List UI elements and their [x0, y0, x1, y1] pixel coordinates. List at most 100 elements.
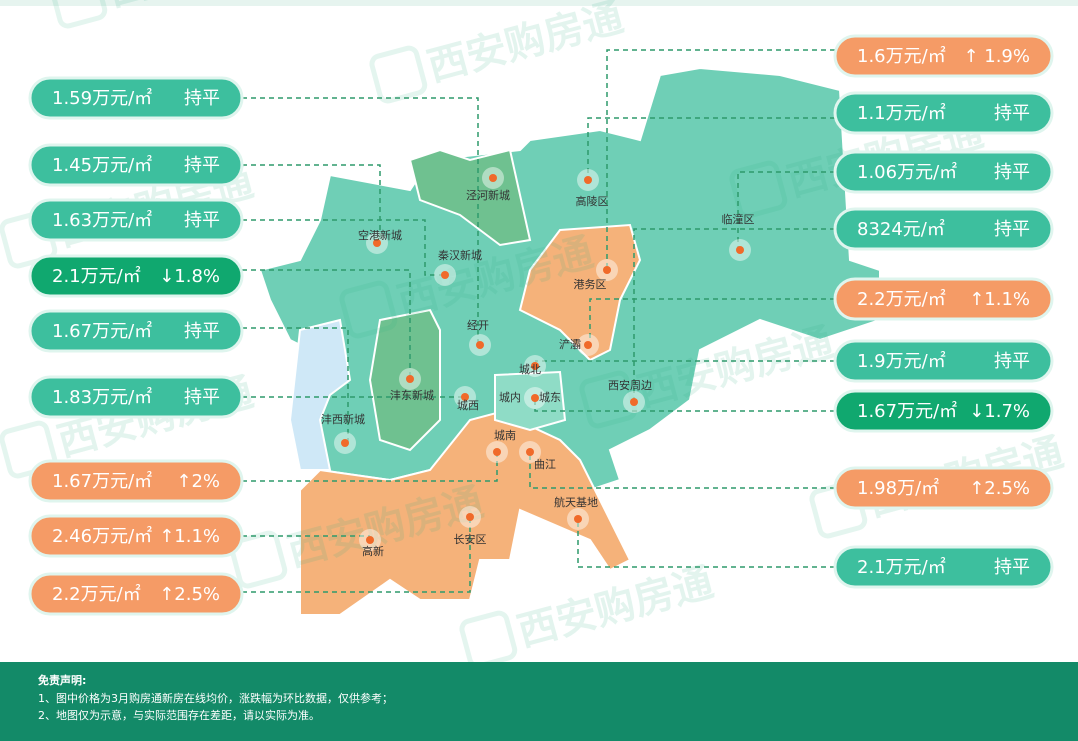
watermark-icon	[579, 370, 638, 429]
map	[258, 66, 881, 616]
leader-line	[587, 117, 835, 180]
region-orange-south	[299, 410, 632, 616]
district-name: 城内	[499, 390, 521, 404]
leader-line	[242, 97, 479, 345]
price-box	[833, 466, 1054, 510]
watermark-text: 西安购房通	[513, 559, 718, 655]
district-dot	[526, 448, 534, 456]
district-name: 长安区	[454, 532, 487, 546]
top-band	[0, 0, 1078, 6]
footer-line: 2、地图仅为示意，与实际范围存在差距，请以实际为准。	[38, 708, 320, 722]
district-dot	[630, 398, 638, 406]
price-box	[28, 375, 244, 419]
change: ↓1.8%	[159, 266, 220, 287]
price-box	[833, 389, 1054, 433]
price-box	[28, 459, 244, 503]
leader-lines	[242, 49, 835, 593]
price: 1.6万元/㎡	[857, 45, 946, 67]
district-dot	[493, 448, 501, 456]
region-green-jinghe	[408, 148, 532, 247]
footer-line: 1、图中价格为3月购房通新房在线均价，涨跌幅为环比数据，仅供参考；	[38, 691, 393, 705]
watermark-icon	[459, 610, 518, 669]
change: ↓1.7%	[969, 401, 1030, 422]
price: 2.1万元/㎡	[857, 556, 946, 578]
price: 1.67万元/㎡	[52, 470, 152, 492]
district-dot	[466, 513, 474, 521]
district-name: 西安周边	[608, 378, 652, 392]
district-dot	[603, 266, 611, 274]
district-dot	[531, 362, 539, 370]
price-box	[28, 309, 244, 353]
price-box	[833, 339, 1054, 383]
leader-line	[577, 519, 835, 568]
change: 持平	[184, 155, 220, 176]
district-name: 高陵区	[576, 194, 609, 208]
price-box	[833, 545, 1054, 589]
change: 持平	[184, 387, 220, 408]
region-blue	[288, 318, 352, 471]
price-box	[28, 143, 244, 187]
leader-line	[589, 298, 835, 345]
region-center	[494, 370, 567, 432]
price: 1.45万元/㎡	[52, 154, 152, 176]
change: 持平	[994, 162, 1030, 183]
leader-line	[737, 171, 835, 250]
districts: 泾河新城 高陵区临潼区空港新城秦汉新城港务区经开浐灞城北西安周边沣东新城城西城内城…	[321, 167, 755, 558]
district-name: 沣东新城	[390, 388, 434, 402]
change: ↑1.1%	[969, 289, 1030, 310]
district-dot	[584, 176, 592, 184]
district-name: 港务区	[574, 278, 607, 291]
district-dot	[461, 393, 469, 401]
change: ↑ 1.9%	[963, 46, 1030, 67]
price: 1.59万元/㎡	[52, 87, 152, 109]
district-dot	[373, 239, 381, 247]
price-box	[28, 254, 244, 298]
district-name: 临潼区	[722, 212, 755, 226]
leader-line	[633, 228, 835, 402]
district-dot	[441, 271, 449, 279]
footer-band	[0, 662, 1078, 741]
price-labels: 1.59万元/㎡ 持平1.45万元/㎡ 持平1.63万元/㎡ 持平2.1万元/㎡ ↓1.…	[28, 34, 1054, 616]
watermark-icon	[229, 530, 288, 589]
change: 持平	[184, 210, 220, 231]
price: 1.06万元/㎡	[857, 161, 957, 183]
price: 2.2万元/㎡	[52, 583, 141, 605]
watermark: 西安购房通	[459, 559, 718, 669]
change: 持平	[184, 88, 220, 109]
district-name: 泾河新城	[466, 188, 510, 202]
price-box	[28, 514, 244, 558]
change: ↑1.1%	[159, 526, 220, 547]
price: 1.83万元/㎡	[52, 386, 152, 408]
district-dot	[406, 375, 414, 383]
price-box	[28, 198, 244, 242]
district-dot	[489, 174, 497, 182]
price-box	[833, 91, 1054, 135]
region-orange-gangwu	[518, 223, 642, 362]
leader-line	[242, 164, 381, 243]
watermark-icon	[49, 0, 108, 29]
district-dot	[736, 246, 744, 254]
price: 1.67万元/㎡	[52, 320, 152, 342]
watermark-icon	[729, 160, 788, 219]
district-name: 沣西新城	[321, 412, 365, 426]
price: 2.46万元/㎡	[52, 525, 152, 547]
district-name: 经开	[467, 319, 489, 332]
watermark: 西安购房通	[369, 0, 628, 104]
district-name: 航天基地	[554, 495, 598, 509]
change: 持平	[994, 351, 1030, 372]
leader-line	[529, 452, 835, 489]
district-dot	[531, 394, 539, 402]
district-dot	[574, 515, 582, 523]
price-box	[28, 572, 244, 616]
district-name: 城西	[457, 399, 479, 412]
price: 8324元/㎡	[857, 218, 945, 240]
price-box	[833, 150, 1054, 194]
price: 1.1万元/㎡	[857, 102, 946, 124]
footer-title: 免责声明:	[38, 673, 86, 687]
price-box	[833, 34, 1054, 78]
price: 1.98万/㎡	[857, 477, 939, 499]
price: 1.67万元/㎡	[857, 400, 957, 422]
district-name: 城南	[494, 429, 516, 442]
district-name: 城东	[539, 391, 561, 404]
